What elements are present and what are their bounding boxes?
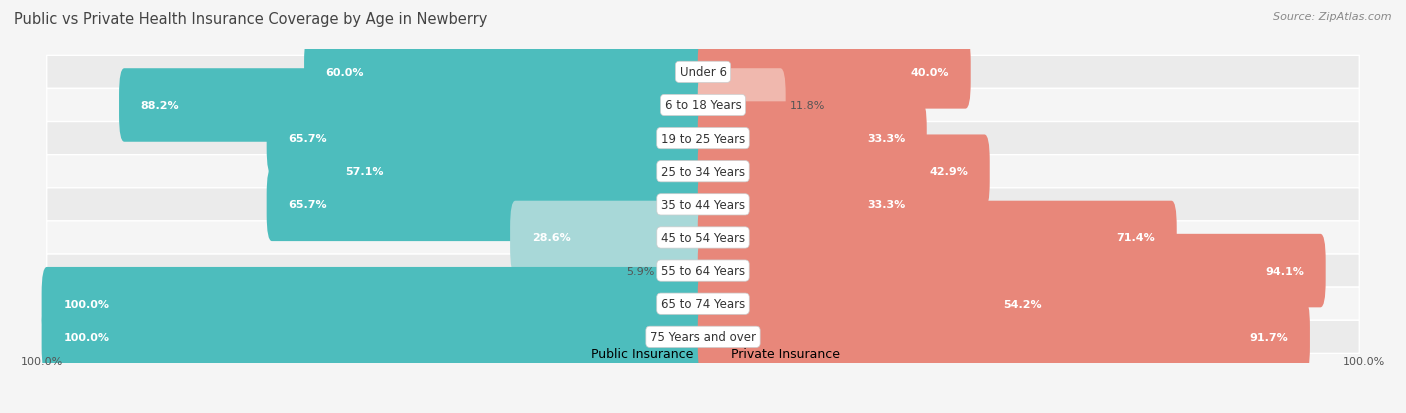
FancyBboxPatch shape xyxy=(46,188,1360,221)
FancyBboxPatch shape xyxy=(323,135,709,209)
Text: 100.0%: 100.0% xyxy=(21,356,63,366)
Text: 91.7%: 91.7% xyxy=(1250,332,1288,342)
Text: 19 to 25 Years: 19 to 25 Years xyxy=(661,132,745,145)
Text: 55 to 64 Years: 55 to 64 Years xyxy=(661,264,745,278)
FancyBboxPatch shape xyxy=(46,221,1360,254)
FancyBboxPatch shape xyxy=(46,89,1360,122)
FancyBboxPatch shape xyxy=(697,69,786,142)
Text: 60.0%: 60.0% xyxy=(326,68,364,78)
FancyBboxPatch shape xyxy=(697,300,1310,374)
FancyBboxPatch shape xyxy=(659,234,709,308)
FancyBboxPatch shape xyxy=(697,36,970,109)
Text: 33.3%: 33.3% xyxy=(868,200,905,210)
FancyBboxPatch shape xyxy=(46,56,1360,89)
FancyBboxPatch shape xyxy=(697,267,1064,341)
FancyBboxPatch shape xyxy=(46,287,1360,320)
Text: 65 to 74 Years: 65 to 74 Years xyxy=(661,297,745,311)
FancyBboxPatch shape xyxy=(120,69,709,142)
Text: 35 to 44 Years: 35 to 44 Years xyxy=(661,198,745,211)
FancyBboxPatch shape xyxy=(46,122,1360,155)
FancyBboxPatch shape xyxy=(42,300,709,374)
FancyBboxPatch shape xyxy=(510,201,709,275)
Text: 40.0%: 40.0% xyxy=(911,68,949,78)
Text: 100.0%: 100.0% xyxy=(63,299,110,309)
FancyBboxPatch shape xyxy=(267,102,709,176)
Legend: Public Insurance, Private Insurance: Public Insurance, Private Insurance xyxy=(567,347,839,361)
FancyBboxPatch shape xyxy=(42,267,709,341)
Text: 45 to 54 Years: 45 to 54 Years xyxy=(661,231,745,244)
FancyBboxPatch shape xyxy=(697,102,927,176)
Text: 65.7%: 65.7% xyxy=(288,134,328,144)
FancyBboxPatch shape xyxy=(697,234,1326,308)
Text: Source: ZipAtlas.com: Source: ZipAtlas.com xyxy=(1274,12,1392,22)
FancyBboxPatch shape xyxy=(46,254,1360,287)
FancyBboxPatch shape xyxy=(697,201,1177,275)
Text: Public vs Private Health Insurance Coverage by Age in Newberry: Public vs Private Health Insurance Cover… xyxy=(14,12,488,27)
Text: 5.9%: 5.9% xyxy=(626,266,654,276)
Text: 100.0%: 100.0% xyxy=(63,332,110,342)
Text: 25 to 34 Years: 25 to 34 Years xyxy=(661,165,745,178)
FancyBboxPatch shape xyxy=(304,36,709,109)
Text: 6 to 18 Years: 6 to 18 Years xyxy=(665,99,741,112)
Text: 33.3%: 33.3% xyxy=(868,134,905,144)
Text: 71.4%: 71.4% xyxy=(1116,233,1156,243)
Text: 88.2%: 88.2% xyxy=(141,101,180,111)
FancyBboxPatch shape xyxy=(267,168,709,242)
Text: 11.8%: 11.8% xyxy=(790,101,825,111)
FancyBboxPatch shape xyxy=(697,168,927,242)
Text: 54.2%: 54.2% xyxy=(1004,299,1042,309)
Text: 94.1%: 94.1% xyxy=(1265,266,1303,276)
Text: 100.0%: 100.0% xyxy=(1343,356,1385,366)
Text: 28.6%: 28.6% xyxy=(531,233,571,243)
FancyBboxPatch shape xyxy=(46,155,1360,188)
Text: 65.7%: 65.7% xyxy=(288,200,328,210)
Text: 42.9%: 42.9% xyxy=(929,167,969,177)
Text: Under 6: Under 6 xyxy=(679,66,727,79)
Text: 75 Years and over: 75 Years and over xyxy=(650,330,756,344)
FancyBboxPatch shape xyxy=(46,320,1360,354)
FancyBboxPatch shape xyxy=(697,135,990,209)
Text: 57.1%: 57.1% xyxy=(344,167,384,177)
